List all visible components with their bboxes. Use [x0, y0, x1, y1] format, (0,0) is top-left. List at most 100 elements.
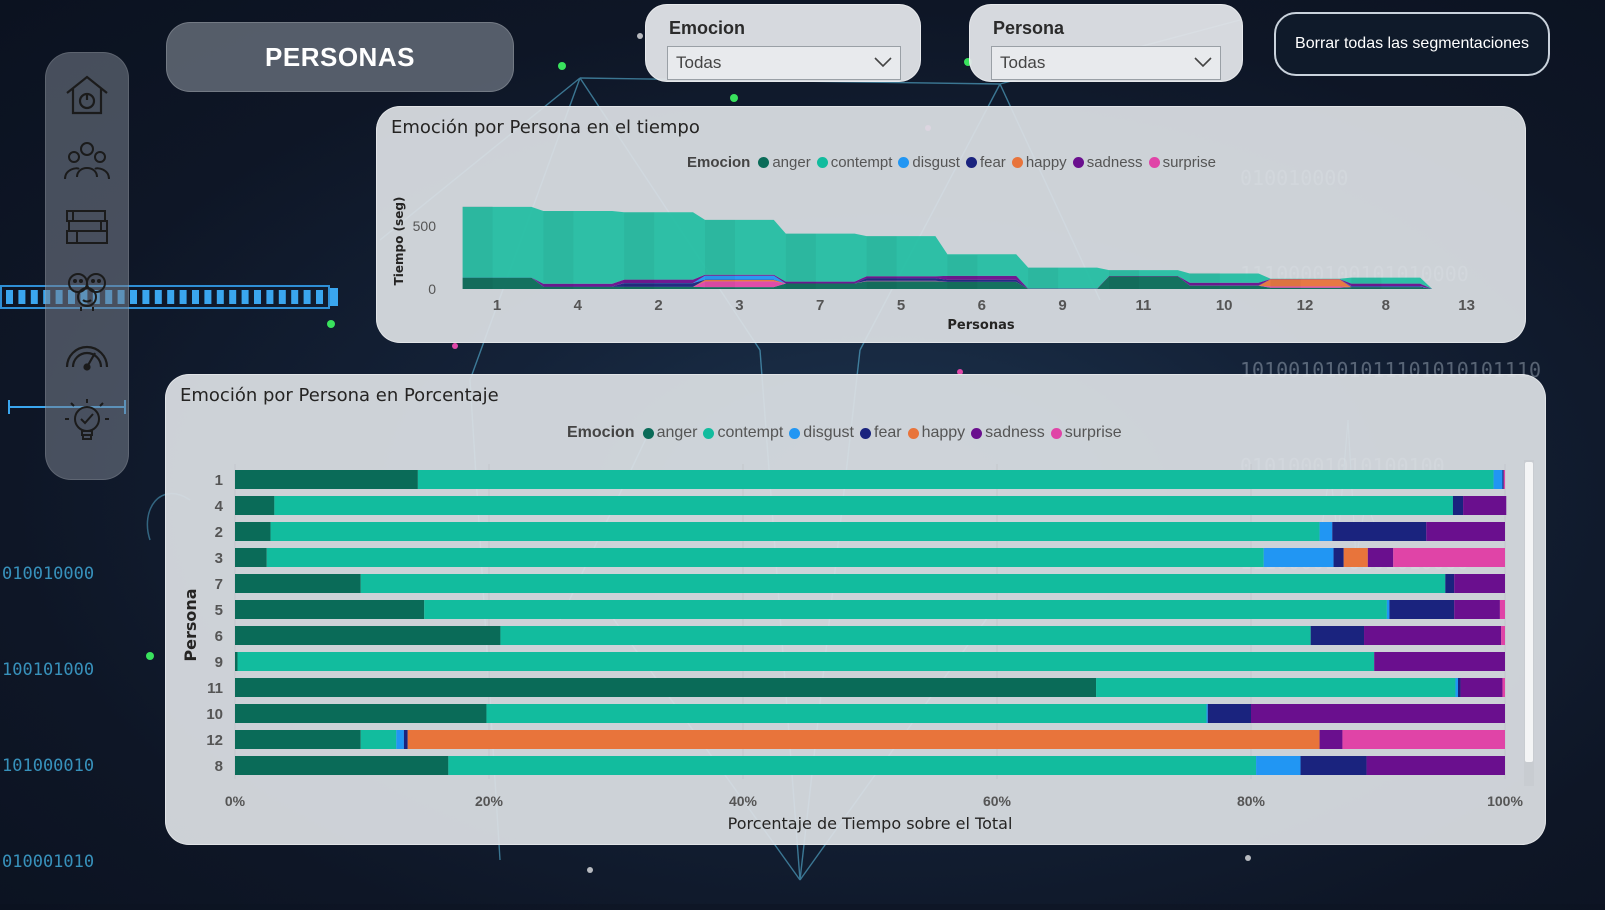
legend-item-sadness[interactable]: sadness: [1072, 154, 1143, 171]
bar-segment-fear[interactable]: [1310, 626, 1365, 645]
bar-segment-contempt[interactable]: [500, 626, 1311, 645]
area-series-disgust[interactable]: [462, 275, 1502, 289]
nav-books-button[interactable]: [59, 200, 115, 254]
emocion-dropdown[interactable]: Todas: [667, 46, 901, 80]
area-series-sadness[interactable]: [462, 274, 1502, 289]
legend-item-fear[interactable]: fear: [965, 154, 1006, 171]
bar-segment-sadness[interactable]: [1319, 730, 1343, 749]
legend-item-disgust[interactable]: disgust: [898, 154, 960, 171]
bar-segment-fear[interactable]: [1333, 548, 1344, 567]
bar-segment-sadness[interactable]: [1251, 704, 1505, 723]
bar-segment-anger[interactable]: [235, 756, 449, 775]
legend-item-anger[interactable]: anger: [758, 154, 811, 171]
bar-segment-contempt[interactable]: [417, 470, 1494, 489]
bar-segment-disgust[interactable]: [1263, 548, 1334, 567]
nav-speedometer-button[interactable]: [59, 328, 115, 382]
bar-segment-fear[interactable]: [1300, 756, 1367, 775]
bar-segment-anger[interactable]: [235, 730, 361, 749]
bar-segment-sadness[interactable]: [1367, 548, 1394, 567]
bar-x-tick-label: 100%: [1487, 793, 1523, 809]
bar-segment-fear[interactable]: [1207, 704, 1251, 723]
bar-segment-contempt[interactable]: [274, 496, 1453, 515]
nav-people-button[interactable]: [59, 134, 115, 188]
bar-segment-contempt[interactable]: [266, 548, 1264, 567]
bar-segment-disgust[interactable]: [396, 730, 404, 749]
bar-segment-fear[interactable]: [1452, 496, 1464, 515]
legend-item-contempt[interactable]: contempt: [816, 154, 892, 171]
bar-segment-anger[interactable]: [235, 496, 275, 515]
legend-label-disgust: disgust: [912, 154, 960, 171]
bar-segment-contempt[interactable]: [448, 756, 1257, 775]
legend-item-surprise[interactable]: surprise: [1148, 154, 1216, 171]
area-column-shade: [1189, 272, 1220, 289]
bar-segment-sadness[interactable]: [1374, 652, 1505, 671]
bar-segment-surprise[interactable]: [1503, 470, 1505, 489]
bar-segment-disgust[interactable]: [1455, 678, 1459, 697]
bar-segment-sadness[interactable]: [1366, 756, 1505, 775]
legend-item-sadness[interactable]: sadness: [971, 424, 1045, 442]
bar-segment-contempt[interactable]: [1096, 678, 1456, 697]
bar-segment-anger[interactable]: [235, 470, 418, 489]
bar-segment-fear[interactable]: [1458, 678, 1461, 697]
bar-segment-anger[interactable]: [235, 600, 425, 619]
legend-item-fear[interactable]: fear: [860, 424, 902, 442]
bar-segment-sadness[interactable]: [1463, 496, 1507, 515]
nav-insights-button[interactable]: [59, 394, 115, 448]
bar-segment-fear[interactable]: [1445, 574, 1455, 593]
bar-segment-anger[interactable]: [235, 522, 271, 541]
legend-item-happy[interactable]: happy: [1011, 154, 1067, 171]
bar-segment-anger[interactable]: [235, 704, 487, 723]
bar-segment-surprise[interactable]: [1499, 600, 1505, 619]
area-series-fear[interactable]: [462, 276, 1502, 289]
legend-marker-fear: [965, 157, 977, 168]
bar-segment-sadness[interactable]: [1454, 600, 1500, 619]
nav-home-button[interactable]: [59, 68, 115, 122]
bar-segment-surprise[interactable]: [1342, 730, 1505, 749]
bar-segment-disgust[interactable]: [1386, 600, 1390, 619]
area-series-contempt[interactable]: [462, 206, 1502, 289]
bar-segment-contempt[interactable]: [360, 730, 397, 749]
bar-segment-fear[interactable]: [1502, 470, 1504, 489]
legend-item-surprise[interactable]: surprise: [1050, 424, 1122, 442]
area-x-tick-label: 4: [574, 297, 583, 314]
bar-segment-surprise[interactable]: [1502, 678, 1505, 697]
area-series-anger[interactable]: [462, 276, 1502, 289]
area-y-tick-label: 0: [428, 281, 436, 297]
bar-segment-happy[interactable]: [1343, 548, 1368, 567]
bar-segment-happy[interactable]: [407, 730, 1320, 749]
bar-segment-surprise[interactable]: [1393, 548, 1505, 567]
bar-segment-anger[interactable]: [235, 626, 501, 645]
area-series-happy[interactable]: [462, 276, 1502, 289]
legend-item-contempt[interactable]: contempt: [703, 424, 783, 442]
legend-item-anger[interactable]: anger: [642, 424, 697, 442]
bar-segment-anger[interactable]: [235, 548, 267, 567]
clear-slicers-button[interactable]: Borrar todas las segmentaciones: [1274, 12, 1550, 76]
bar-segment-anger[interactable]: [235, 652, 238, 671]
bar-segment-contempt[interactable]: [237, 652, 1375, 671]
legend-item-disgust[interactable]: disgust: [789, 424, 854, 442]
bar-segment-contempt[interactable]: [424, 600, 1387, 619]
area-series-surprise[interactable]: [462, 276, 1502, 289]
bar-segment-fear[interactable]: [403, 730, 408, 749]
bar-segment-disgust[interactable]: [1256, 756, 1301, 775]
bar-segment-disgust[interactable]: [1319, 522, 1333, 541]
bar-segment-contempt[interactable]: [486, 704, 1207, 723]
bar-segment-disgust[interactable]: [1493, 470, 1503, 489]
bar-segment-anger[interactable]: [235, 574, 361, 593]
bar-segment-fear[interactable]: [1389, 600, 1455, 619]
nav-faces-button[interactable]: [59, 264, 115, 318]
bar-segment-contempt[interactable]: [270, 522, 1320, 541]
bar-segment-anger[interactable]: [235, 678, 1097, 697]
persona-dropdown[interactable]: Todas: [991, 46, 1221, 80]
bar-y-tick-label: 5: [215, 602, 223, 619]
bar-segment-sadness[interactable]: [1364, 626, 1502, 645]
bar-segment-fear[interactable]: [1332, 522, 1427, 541]
legend-item-happy[interactable]: happy: [907, 424, 965, 442]
bar-segment-sadness[interactable]: [1460, 678, 1503, 697]
bar-segment-surprise[interactable]: [1501, 626, 1505, 645]
bar-chart-scrollbar-thumb[interactable]: [1525, 462, 1533, 762]
bar-segment-sadness[interactable]: [1426, 522, 1505, 541]
bar-segment-sadness[interactable]: [1454, 574, 1505, 593]
bar-segment-disgust[interactable]: [1206, 704, 1208, 723]
bar-segment-contempt[interactable]: [360, 574, 1446, 593]
